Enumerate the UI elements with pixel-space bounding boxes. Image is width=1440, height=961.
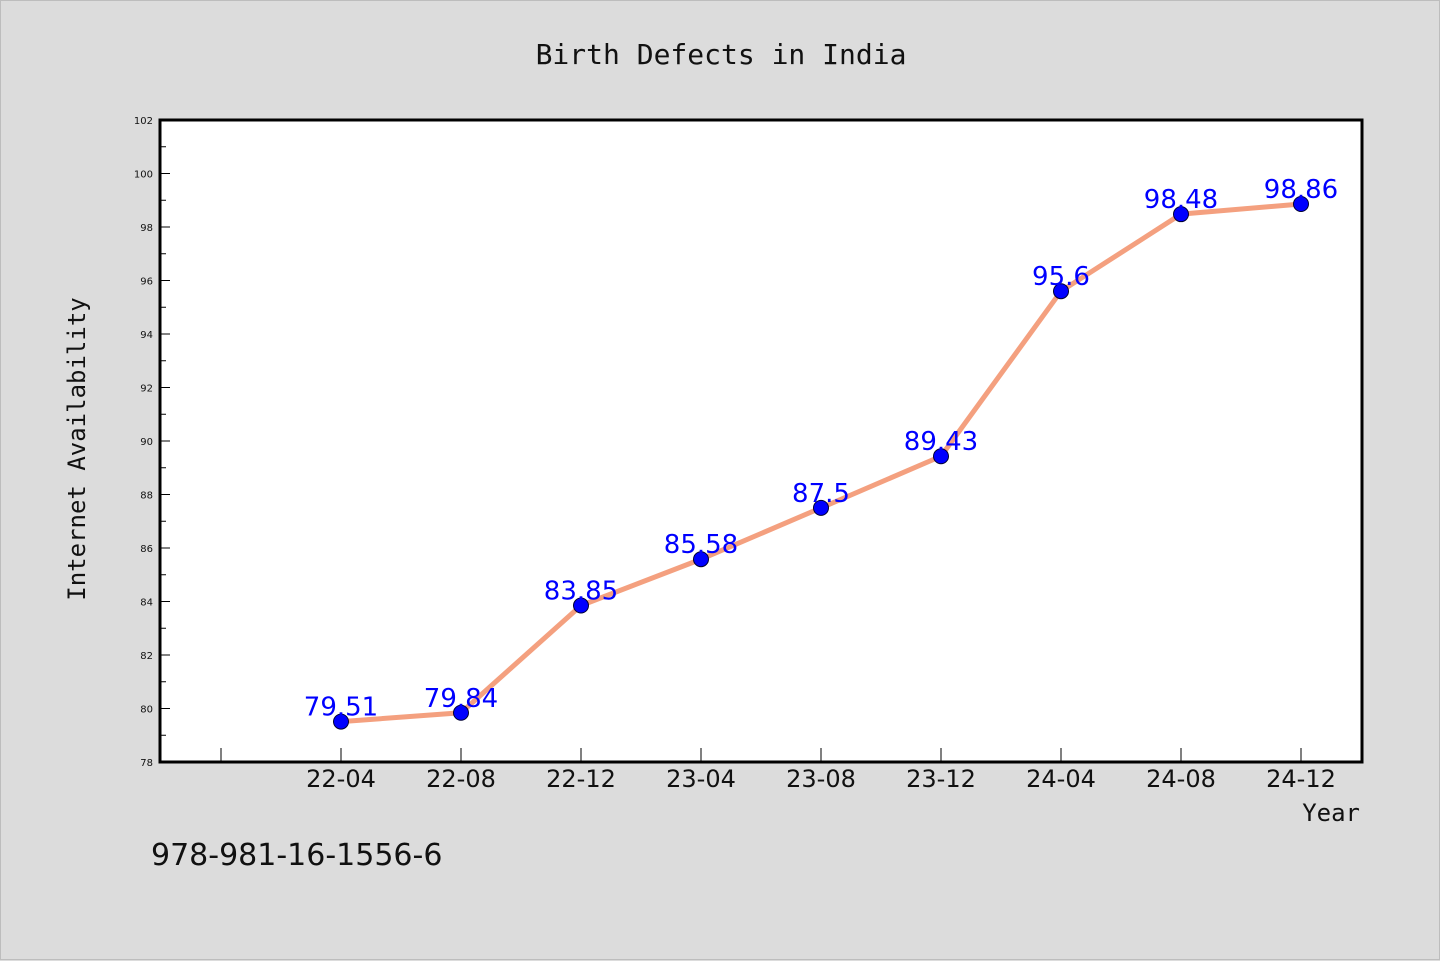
footnote-isbn: 978-981-16-1556-6 (151, 838, 442, 873)
y-tick-label: 100 (134, 170, 153, 181)
y-tick-label: 82 (140, 651, 153, 662)
data-labels-layer: 79.51 79.84 83.85 85.58 87.5 89.43 95.6 98.48 98… (304, 175, 1338, 723)
data-label: 85.58 (664, 530, 738, 560)
data-point (1293, 195, 1309, 212)
y-tick-label: 86 (140, 544, 153, 555)
data-point (693, 551, 709, 568)
y-tick-label: 96 (140, 277, 153, 288)
x-tick-label: 23-12 (906, 765, 976, 793)
data-label: 98.86 (1264, 175, 1338, 205)
y-tick-label: 98 (140, 223, 153, 234)
y-tick-label: 90 (140, 437, 153, 448)
data-label: 98.48 (1144, 185, 1218, 215)
data-point (1053, 283, 1069, 300)
chart-title: Birth Defects in India (536, 38, 907, 71)
data-label: 89.43 (904, 427, 978, 457)
data-label: 95.6 (1032, 262, 1090, 292)
data-point (1173, 206, 1189, 223)
x-tick-label: 22-04 (306, 765, 376, 793)
x-axis-label: Year (1302, 799, 1360, 827)
x-tick-label: 22-08 (426, 765, 496, 793)
y-tick-label: 80 (140, 705, 153, 716)
data-label: 83.85 (544, 577, 618, 607)
x-tick-label: 23-08 (786, 765, 856, 793)
data-point (933, 448, 949, 465)
x-tick-label: 24-08 (1146, 765, 1216, 793)
data-point (333, 713, 349, 730)
x-axis: 22-04 22-08 22-12 23-04 23-08 23-12 24-04 24-08… (220, 748, 1336, 793)
data-point (573, 597, 589, 614)
y-tick-label: 94 (140, 330, 153, 341)
data-point (813, 499, 829, 516)
series-layer (333, 195, 1309, 730)
y-axis-label: Internet Availability (63, 297, 91, 600)
y-tick-label: 92 (140, 384, 153, 395)
y-tick-label: 84 (140, 598, 153, 609)
x-tick-label: 23-04 (666, 765, 736, 793)
y-tick-label: 102 (134, 116, 153, 127)
data-label: 87.5 (792, 479, 850, 509)
x-tick-label: 22-12 (546, 765, 616, 793)
data-point (453, 704, 469, 721)
y-axis: 78 80 82 84 86 88 90 92 94 96 98 100 102 (134, 116, 170, 769)
data-label: 79.51 (304, 693, 378, 723)
data-label: 79.84 (424, 684, 498, 714)
y-tick-label: 88 (140, 491, 153, 502)
x-tick-label: 24-12 (1266, 765, 1336, 793)
y-tick-label: 78 (140, 758, 153, 769)
x-tick-label: 24-04 (1026, 765, 1096, 793)
